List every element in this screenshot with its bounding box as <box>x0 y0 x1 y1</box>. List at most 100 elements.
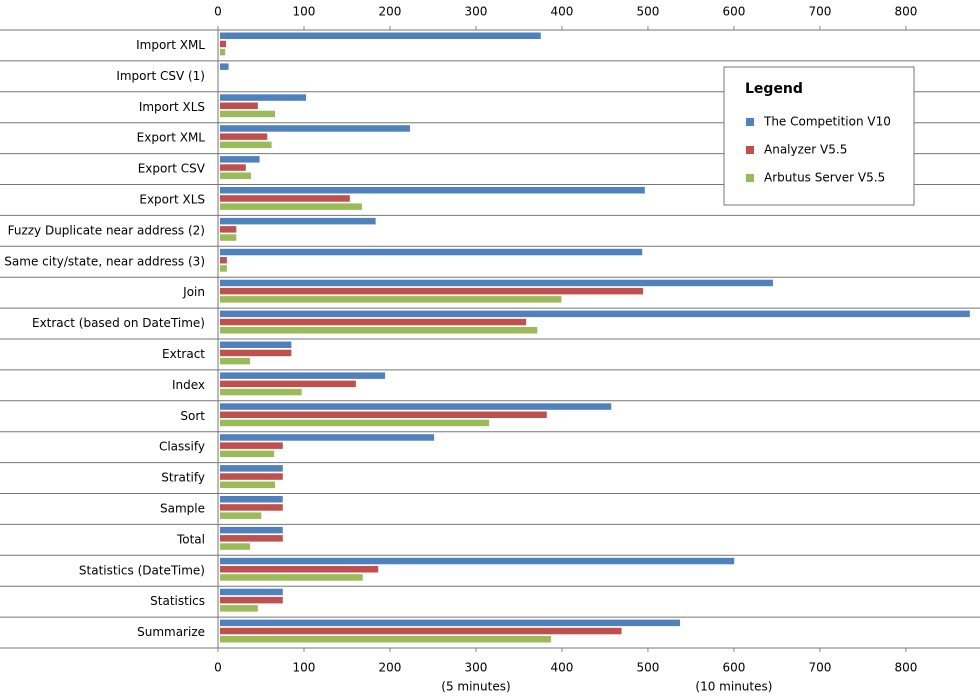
bar <box>220 627 622 635</box>
category-label: Total <box>176 532 205 546</box>
x-tick-label-top: 600 <box>722 5 745 19</box>
x-tick-label-bottom: 400 <box>551 661 574 675</box>
bar <box>220 380 356 388</box>
category-label: Import CSV (1) <box>116 69 205 83</box>
bar <box>220 465 283 472</box>
bar <box>220 403 612 410</box>
legend-label: Arbutus Server V5.5 <box>764 171 885 185</box>
bar <box>220 619 681 627</box>
x-tick-label-top: 0 <box>214 5 222 19</box>
bar <box>220 419 490 427</box>
bar <box>220 442 283 449</box>
bar <box>220 63 229 70</box>
bar <box>220 310 970 318</box>
bar <box>220 195 350 202</box>
legend-title: Legend <box>745 81 803 97</box>
category-label: Export XLS <box>139 192 205 206</box>
category-label: Summarize <box>137 625 205 639</box>
category-label: Fuzzy Duplicate near address (2) <box>8 223 205 237</box>
bar <box>220 357 251 365</box>
bar <box>220 349 292 357</box>
x-tick-label-bottom: 100 <box>293 661 316 675</box>
bar <box>220 372 386 379</box>
bar <box>220 187 645 194</box>
bar <box>220 164 246 171</box>
legend-swatch <box>746 174 754 182</box>
bar <box>220 94 306 101</box>
category-label: Sort <box>180 409 205 423</box>
category-label: Statistics (DateTime) <box>79 563 205 577</box>
category-label: Index <box>172 378 205 392</box>
x-tick-label-bottom: 800 <box>894 661 917 675</box>
bar <box>220 172 251 179</box>
bar <box>220 504 283 511</box>
bar <box>220 496 283 503</box>
bar <box>220 287 644 295</box>
bar <box>220 102 258 109</box>
category-label: Sample <box>160 501 205 515</box>
x-tick-label-top: 100 <box>293 5 316 19</box>
bar <box>220 248 643 256</box>
bar <box>220 156 260 163</box>
bar <box>220 110 276 118</box>
bar <box>220 411 547 418</box>
bar <box>220 296 562 303</box>
bar <box>220 574 363 581</box>
category-label: Statistics <box>150 594 205 608</box>
bar <box>220 32 541 39</box>
bar <box>220 133 268 140</box>
category-label: Join <box>182 285 205 299</box>
legend-label: The Competition V10 <box>763 115 891 129</box>
x-tick-label-bottom: 0 <box>214 661 222 675</box>
bar <box>220 327 538 334</box>
category-label: Extract (based on DateTime) <box>32 316 205 330</box>
bar <box>220 605 258 612</box>
x-tick-label-top: 500 <box>636 5 659 19</box>
bar <box>220 543 251 550</box>
bar <box>220 341 292 348</box>
bar <box>220 596 283 604</box>
bar <box>220 279 773 287</box>
bar <box>220 257 227 264</box>
legend-label: Analyzer V5.5 <box>764 143 847 157</box>
x-tick-label-bottom: 500 <box>636 661 659 675</box>
x-tick-label-bottom: 700 <box>808 661 831 675</box>
bar <box>220 512 262 519</box>
legend-box <box>723 66 915 206</box>
annotation: (5 minutes) <box>441 680 510 694</box>
bar <box>220 557 735 565</box>
bar <box>220 434 435 441</box>
bar <box>220 217 376 225</box>
category-label: Classify <box>159 440 205 454</box>
bar <box>220 526 283 534</box>
x-tick-label-top: 800 <box>894 5 917 19</box>
x-tick-label-bottom: 300 <box>465 661 488 675</box>
legend-swatch <box>746 146 754 154</box>
x-tick-label-bottom: 200 <box>379 661 402 675</box>
category-label: Import XML <box>136 38 205 52</box>
x-tick-label-top: 400 <box>551 5 574 19</box>
category-label: Extract <box>162 347 205 361</box>
bar <box>220 40 227 48</box>
category-label: Stratify <box>161 471 205 485</box>
x-tick-label-top: 300 <box>465 5 488 19</box>
category-label: Export CSV <box>138 162 206 176</box>
bar <box>220 636 552 643</box>
bar <box>220 450 275 458</box>
bar <box>220 318 527 326</box>
category-label: Export XML <box>137 131 206 145</box>
bar <box>220 203 362 210</box>
bar <box>220 265 227 272</box>
bar <box>220 226 237 233</box>
bar <box>220 234 237 241</box>
x-tick-label-top: 700 <box>808 5 831 19</box>
annotation: (10 minutes) <box>695 680 772 694</box>
category-label: Same city/state, near address (3) <box>4 254 205 268</box>
x-tick-label-top: 200 <box>379 5 402 19</box>
bar <box>220 141 272 149</box>
bar <box>220 566 379 573</box>
legend-swatch <box>746 118 754 126</box>
bar <box>220 473 283 480</box>
category-label: Import XLS <box>139 100 205 114</box>
